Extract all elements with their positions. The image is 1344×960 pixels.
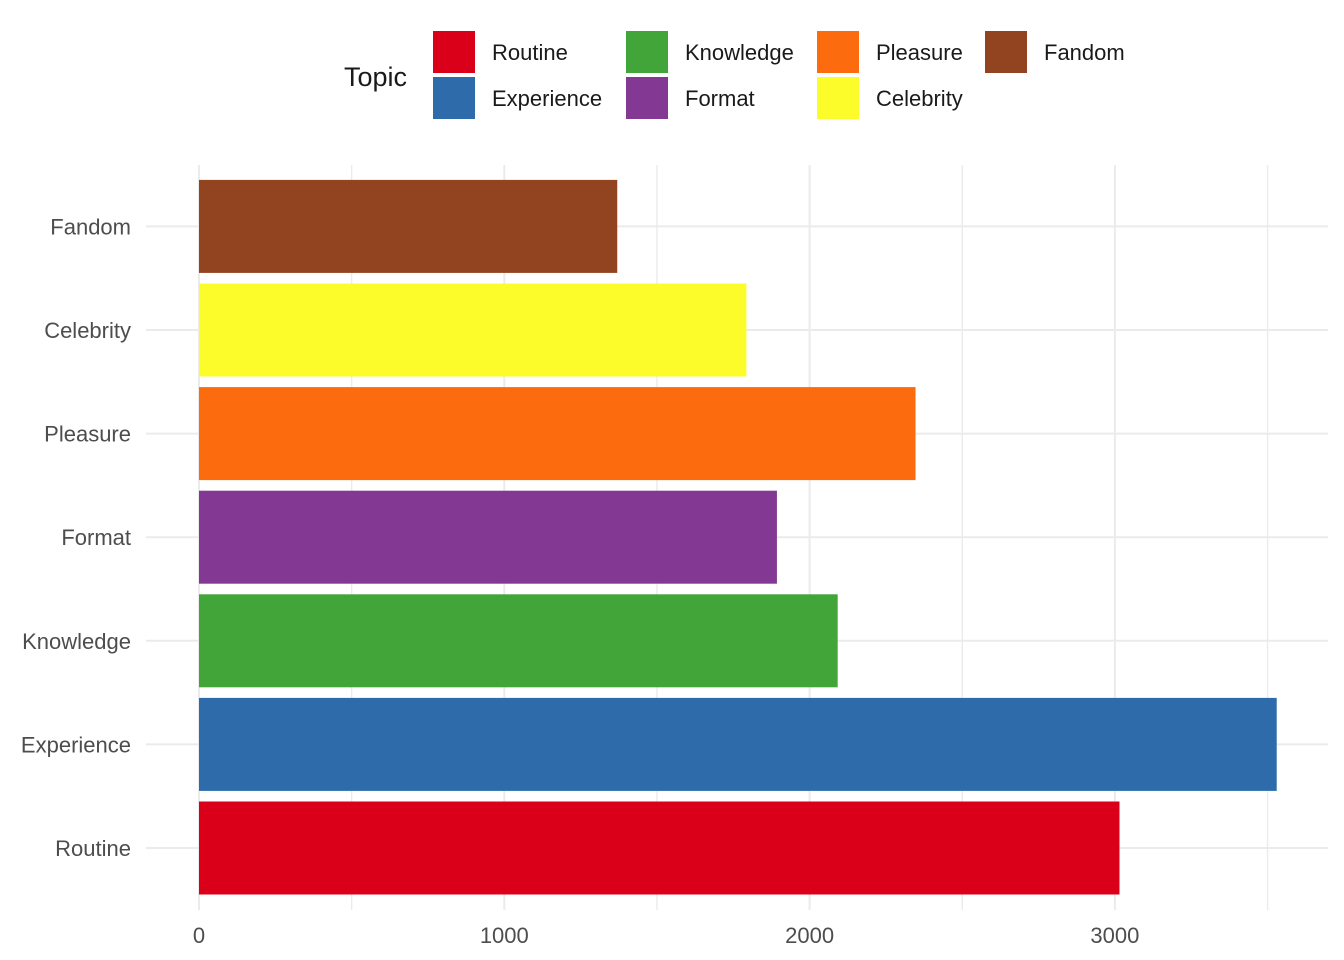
legend-label-pleasure: Pleasure	[876, 40, 963, 65]
y-tick-label-pleasure: Pleasure	[44, 422, 131, 447]
x-tick-label: 3000	[1090, 923, 1139, 948]
y-tick-label-experience: Experience	[21, 732, 131, 757]
bar-celebrity	[199, 283, 747, 377]
y-tick-label-celebrity: Celebrity	[44, 318, 131, 343]
legend-key-pleasure	[817, 31, 859, 73]
legend-key-celebrity	[817, 77, 859, 119]
y-tick-label-routine: Routine	[55, 836, 131, 861]
y-axis: Routine Experience Knowledge Format Pleasure…	[21, 214, 131, 861]
x-axis: 0 1000 2000 3000	[193, 923, 1140, 948]
legend-key-knowledge	[626, 31, 668, 73]
bars	[199, 179, 1277, 895]
y-tick-label-format: Format	[61, 525, 131, 550]
y-tick-label-fandom: Fandom	[50, 214, 131, 239]
x-tick-label: 0	[193, 923, 205, 948]
legend-label-experience: Experience	[492, 86, 602, 111]
x-tick-label: 2000	[785, 923, 834, 948]
legend-key-routine	[433, 31, 475, 73]
legend-label-knowledge: Knowledge	[685, 40, 794, 65]
bar-routine	[199, 801, 1120, 895]
legend-key-fandom	[985, 31, 1027, 73]
legend-label-celebrity: Celebrity	[876, 86, 963, 111]
bar-experience	[199, 697, 1277, 791]
legend-label-fandom: Fandom	[1044, 40, 1125, 65]
legend-label-format: Format	[685, 86, 755, 111]
y-tick-label-knowledge: Knowledge	[22, 629, 131, 654]
bar-pleasure	[199, 387, 916, 481]
bar-knowledge	[199, 594, 838, 688]
legend: Topic Routine Experience Knowledge Format Pl…	[344, 31, 1125, 119]
x-tick-label: 1000	[480, 923, 529, 948]
legend-key-experience	[433, 77, 475, 119]
legend-title: Topic	[344, 62, 407, 92]
legend-key-format	[626, 77, 668, 119]
bar-fandom	[199, 179, 618, 273]
legend-label-routine: Routine	[492, 40, 568, 65]
bar-format	[199, 490, 777, 584]
